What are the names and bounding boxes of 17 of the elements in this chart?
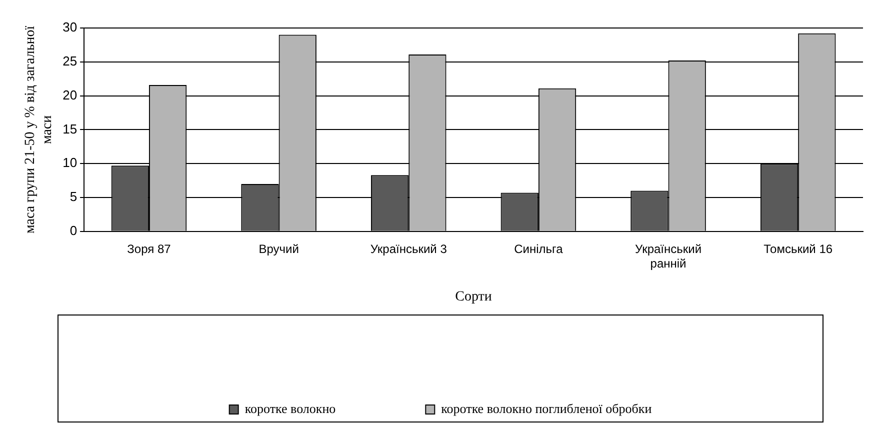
x-tick-label: Синільга bbox=[514, 242, 564, 256]
y-tick-label: 15 bbox=[62, 121, 78, 136]
y-tick-label: 25 bbox=[62, 53, 78, 68]
x-tick-label: Український 3 bbox=[370, 242, 448, 256]
y-tick-label: 30 bbox=[62, 20, 78, 35]
x-tick-label: Вручий bbox=[258, 242, 299, 256]
legend-label: коротке волокно bbox=[244, 400, 336, 416]
y-tick-label: 5 bbox=[70, 189, 78, 204]
x-axis-title: Сорти bbox=[455, 289, 492, 304]
legend-label: коротке волокно поглибленої обробки bbox=[441, 400, 652, 416]
x-tick-label: Український ранній bbox=[634, 242, 702, 270]
y-tick-label: 10 bbox=[62, 155, 78, 170]
x-tick-label: Зоря 87 bbox=[127, 242, 172, 256]
x-tick-label: Томський 16 bbox=[764, 242, 833, 256]
y-tick-label: 20 bbox=[62, 87, 78, 102]
y-axis-title: маса групи 21-50 у % від загальної маси bbox=[23, 26, 55, 234]
y-tick-label: 0 bbox=[70, 222, 78, 238]
